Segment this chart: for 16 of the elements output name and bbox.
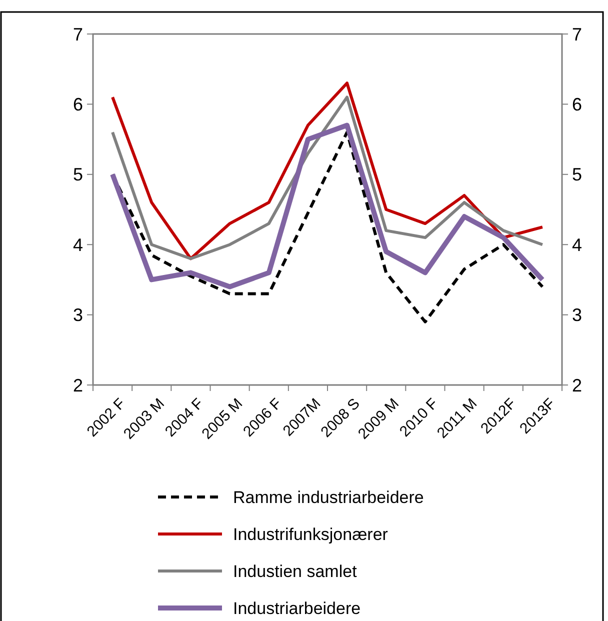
y-tick-label: 7 (72, 24, 83, 44)
y2-tick-label: 3 (572, 305, 582, 326)
y2-tick-label: 4 (572, 234, 582, 255)
legend-label: Ramme industriarbeidere (233, 488, 424, 507)
legend-label: Industrifunksjonærer (233, 524, 388, 544)
y2-tick-label: 7 (572, 24, 582, 44)
y-tick-label: 6 (72, 94, 83, 114)
legend-label: Industien samlet (233, 562, 358, 581)
y-tick-label: 4 (72, 234, 83, 255)
y2-tick-label: 5 (572, 164, 582, 185)
y2-tick-label: 6 (572, 94, 582, 114)
y-tick-label: 3 (72, 305, 83, 326)
y-tick-label: 2 (72, 375, 83, 396)
y2-tick-label: 2 (572, 375, 582, 396)
y-tick-label: 5 (72, 164, 83, 185)
legend-label: Industriarbeidere (233, 598, 361, 618)
